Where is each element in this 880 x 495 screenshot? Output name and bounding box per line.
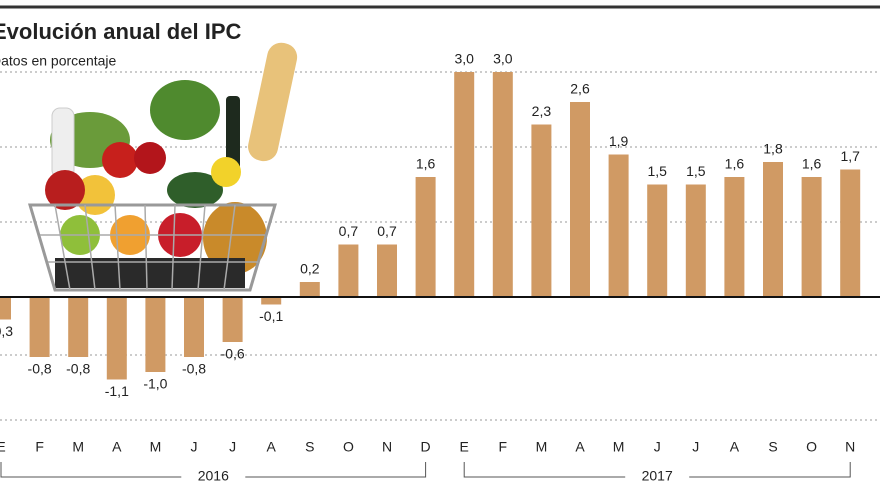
value-label: 3,0	[493, 51, 513, 67]
value-label: 1,7	[840, 148, 860, 164]
x-tick-label: A	[267, 439, 277, 455]
x-tick-label: A	[112, 439, 122, 455]
value-label: -0,1	[259, 308, 283, 324]
value-label: -0,8	[66, 361, 90, 377]
bar	[801, 177, 822, 297]
x-tick-label: E	[0, 439, 6, 455]
value-label: 0,7	[339, 223, 359, 239]
bar	[377, 244, 397, 297]
bar	[184, 297, 204, 357]
x-tick-label: E	[460, 439, 469, 455]
bar	[570, 102, 590, 297]
x-tick-label: N	[382, 439, 392, 455]
bar	[724, 177, 745, 297]
bar	[454, 72, 475, 297]
x-tick-label: A	[575, 439, 585, 455]
bar	[647, 184, 668, 297]
bar	[261, 297, 282, 305]
value-label: 3,0	[454, 51, 474, 67]
x-tick-label: J	[229, 439, 236, 455]
bar	[29, 297, 50, 357]
value-label: 1,5	[686, 163, 706, 179]
bar	[531, 124, 552, 297]
value-label: 0,7	[377, 223, 397, 239]
x-tick-label: M	[150, 439, 162, 455]
group-bracket	[0, 462, 427, 478]
x-tick-label: N	[845, 439, 855, 455]
value-label: 2,3	[532, 103, 552, 119]
bar	[145, 297, 166, 372]
group-label: 2016	[198, 468, 229, 484]
bar	[338, 244, 359, 297]
bar	[492, 72, 513, 297]
bar	[415, 177, 436, 297]
value-label: -0,8	[28, 361, 52, 377]
bar	[299, 282, 320, 297]
x-tick-label: J	[191, 439, 198, 455]
value-label: 1,9	[609, 133, 629, 149]
bar	[222, 297, 243, 342]
chart-subtitle: Datos en porcentaje	[0, 53, 117, 69]
group-bracket	[463, 462, 851, 478]
value-label: -0,6	[221, 346, 245, 362]
value-label: 1,6	[802, 156, 822, 172]
value-label: -1,1	[105, 383, 129, 399]
x-tick-label: F	[499, 439, 508, 455]
x-tick-label: M	[536, 439, 548, 455]
value-label: -0,3	[0, 323, 13, 339]
chart-title: Evolución anual del IPC	[0, 19, 241, 44]
x-tick-label: A	[730, 439, 740, 455]
x-tick-label: M	[72, 439, 84, 455]
basket-illustration	[27, 42, 298, 292]
value-label: 1,6	[416, 156, 436, 172]
x-tick-label: S	[305, 439, 314, 455]
bar	[840, 169, 861, 297]
bar	[0, 297, 11, 320]
bar	[685, 184, 706, 297]
x-tick-label: D	[421, 439, 431, 455]
bar	[68, 297, 89, 357]
x-tick-label: S	[768, 439, 777, 455]
bar	[106, 297, 127, 380]
x-tick-label: J	[692, 439, 699, 455]
value-label: -0,8	[182, 361, 206, 377]
bar	[763, 162, 783, 297]
bar	[608, 154, 629, 297]
x-tick-label: M	[613, 439, 625, 455]
x-tick-label: O	[343, 439, 354, 455]
value-label: -1,0	[143, 376, 167, 392]
value-label: 2,6	[570, 81, 590, 97]
group-label: 2017	[642, 468, 673, 484]
value-label: 0,2	[300, 261, 320, 277]
value-label: 1,8	[763, 141, 783, 157]
x-tick-label: O	[806, 439, 817, 455]
x-tick-label: F	[35, 439, 44, 455]
value-label: 1,6	[725, 156, 745, 172]
x-tick-label: J	[654, 439, 661, 455]
value-label: 1,5	[647, 163, 667, 179]
